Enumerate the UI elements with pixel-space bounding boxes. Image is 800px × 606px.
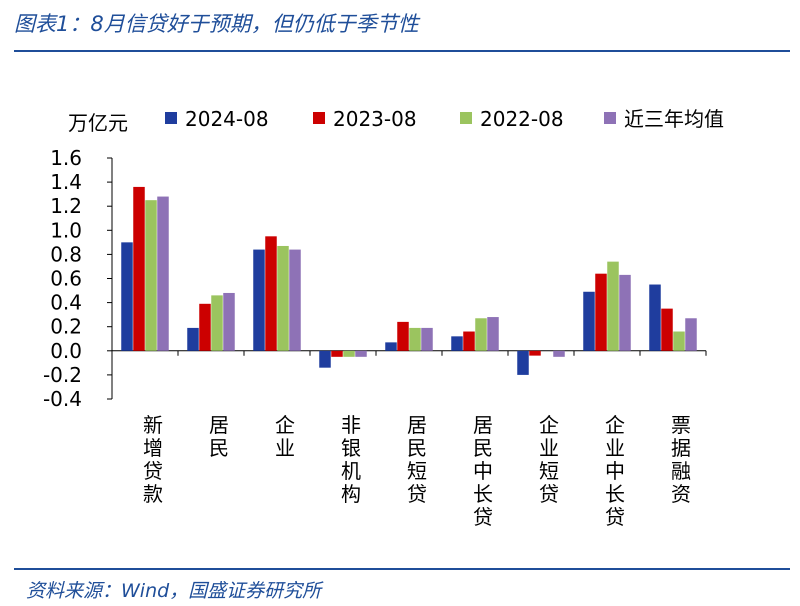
y-tick-label: -0.4	[43, 387, 82, 411]
legend-item: 2024-08	[165, 107, 269, 131]
y-tick-label: 1.6	[50, 146, 82, 170]
y-tick-label: 0.2	[50, 315, 82, 339]
legend-label: 2023-08	[333, 107, 417, 131]
bar-chart: 1.61.41.21.00.80.60.40.20.0-0.2-0.4 新增贷款 居…	[43, 107, 724, 529]
legend-swatch	[313, 112, 325, 124]
legend: 2024-08 2023-08 2022-08 近三年均值	[165, 107, 724, 131]
bar	[289, 249, 301, 351]
bar	[583, 291, 595, 351]
x-tick-label: 居民短贷	[407, 413, 427, 506]
bar	[421, 327, 433, 351]
bar	[319, 350, 331, 368]
bar	[145, 200, 157, 351]
bar	[475, 318, 487, 351]
y-tick-label: 0.8	[50, 242, 82, 266]
legend-swatch	[604, 112, 616, 124]
axis-layer: 1.61.41.21.00.80.60.40.20.0-0.2-0.4 新增贷款 居…	[43, 146, 707, 529]
legend-label: 2022-08	[480, 107, 564, 131]
source-rule	[14, 568, 790, 570]
bar	[121, 242, 133, 351]
bar	[553, 350, 565, 357]
source-note: 资料来源：Wind，国盛证券研究所	[26, 580, 322, 602]
bar	[661, 308, 673, 351]
legend-label: 近三年均值	[624, 107, 724, 131]
bar	[187, 327, 199, 351]
x-tick-label: 新增贷款	[143, 413, 163, 506]
x-tick-label: 非银机构	[341, 413, 361, 506]
bar	[517, 350, 529, 375]
x-tick-label: 企业中长贷	[605, 413, 625, 529]
bar	[199, 303, 211, 351]
x-tick-label: 居民中长贷	[473, 413, 493, 529]
bar	[223, 292, 235, 351]
y-tick-label: 1.4	[50, 170, 82, 194]
bar	[331, 350, 343, 357]
y-tick-label: 1.0	[50, 218, 82, 242]
bar	[607, 261, 619, 351]
bar	[649, 284, 661, 351]
bar	[463, 331, 475, 351]
bar-layer	[121, 186, 697, 375]
legend-swatch	[165, 112, 177, 124]
x-tick-label: 居民	[209, 413, 229, 460]
bar	[529, 350, 541, 356]
bar	[451, 336, 463, 351]
bar	[253, 249, 265, 351]
bar	[343, 350, 355, 357]
unit-label: 万亿元	[68, 111, 128, 135]
x-tick-label: 企业	[275, 413, 295, 460]
legend-label: 2024-08	[185, 107, 269, 131]
y-tick-label: -0.2	[43, 363, 82, 387]
bar	[595, 273, 607, 351]
bar	[133, 186, 145, 351]
x-tick-label: 企业短贷	[539, 413, 559, 506]
legend-item: 2022-08	[460, 107, 564, 131]
bar	[277, 245, 289, 351]
y-tick-label: 0.6	[50, 267, 82, 291]
bar	[355, 350, 367, 357]
legend-swatch	[460, 112, 472, 124]
y-tick-label: 0.0	[50, 339, 82, 363]
y-tick-label: 0.4	[50, 291, 82, 315]
bar	[397, 321, 409, 351]
bar	[619, 274, 631, 351]
bar	[487, 317, 499, 351]
bar	[409, 327, 421, 351]
x-tick-label: 票据融资	[671, 413, 691, 506]
legend-item: 2023-08	[313, 107, 417, 131]
bar	[157, 196, 169, 351]
y-tick-label: 1.2	[50, 194, 82, 218]
bar	[265, 236, 277, 351]
bar	[211, 295, 223, 351]
figure-title: 图表1：8月信贷好于预期，但仍低于季节性	[14, 12, 419, 36]
bar	[673, 331, 685, 351]
bar	[685, 318, 697, 351]
title-rule	[14, 50, 790, 52]
legend-item: 近三年均值	[604, 107, 724, 131]
bar	[385, 342, 397, 351]
